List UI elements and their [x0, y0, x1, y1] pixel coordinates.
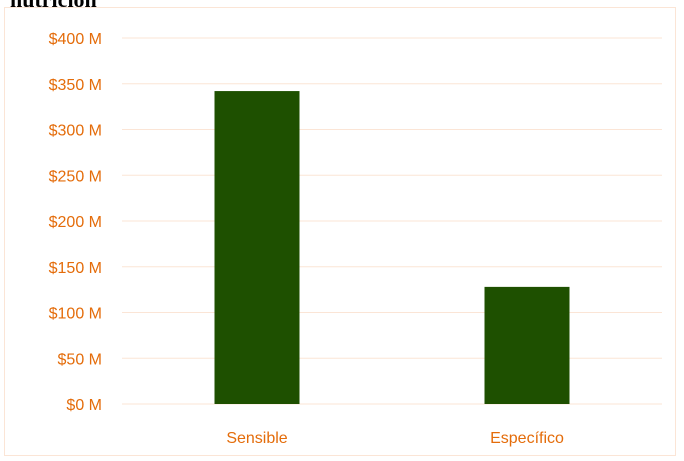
x-category-label: Específico	[490, 430, 564, 447]
bars	[214, 91, 570, 404]
gridlines	[122, 37, 662, 405]
x-category-label: Sensible	[226, 430, 287, 447]
x-axis-category-labels: Sensible Específico	[226, 430, 564, 447]
y-tick-label: $350 M	[49, 77, 102, 94]
y-tick-label: $100 M	[49, 306, 102, 323]
y-tick-label: $150 M	[49, 260, 102, 277]
y-tick-label: $200 M	[49, 214, 102, 231]
bar-2	[484, 286, 570, 404]
y-tick-label: $300 M	[49, 123, 102, 140]
y-axis-tick-labels: $0 M $50 M $100 M $150 M $200 M $250 M $300 M $…	[49, 31, 102, 414]
y-tick-label: $250 M	[49, 168, 102, 185]
y-tick-label: $400 M	[49, 31, 102, 48]
y-tick-label: $0 M	[66, 397, 102, 414]
y-tick-label: $50 M	[58, 351, 102, 368]
bar-1	[214, 91, 300, 404]
